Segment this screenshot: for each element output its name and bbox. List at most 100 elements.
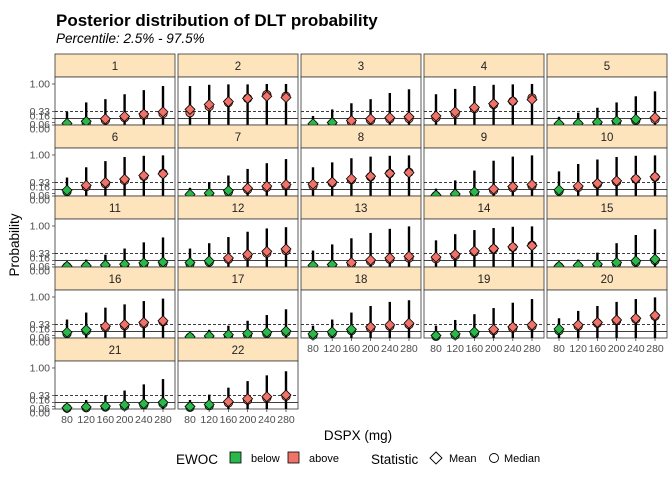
y-axis-title: Probability (7, 213, 22, 276)
panel-background (177, 289, 299, 339)
facet-strip-label: 19 (478, 274, 491, 286)
y-tick-label: 0.16 (30, 181, 51, 193)
mean-point (630, 312, 642, 324)
x-tick-label: 160 (97, 414, 115, 426)
mean-point (430, 110, 442, 122)
mean-point (507, 180, 519, 193)
x-tick-label: 200 (362, 343, 380, 355)
facet-strip-label: 8 (358, 132, 364, 144)
facet-panel-8: 8 (300, 124, 422, 197)
mean-point (553, 323, 565, 335)
facet-panel-6: 60.000.060.160.331.00 (30, 124, 176, 207)
mean-point (61, 402, 73, 414)
mean-point (326, 176, 338, 188)
mean-point (307, 178, 319, 190)
legend-median-circle (489, 453, 499, 463)
x-tick-label: 80 (430, 343, 442, 355)
mean-point (61, 184, 73, 196)
y-tick-label: 0.33 (30, 177, 51, 189)
x-tick-label: 280 (154, 414, 172, 426)
facet-strip-label: 18 (355, 274, 368, 286)
panel-background (546, 76, 668, 126)
mean-point (384, 112, 396, 124)
legend-label-above: above (309, 453, 339, 465)
panel-background (177, 76, 299, 126)
mean-point (157, 106, 169, 118)
panel-background (54, 76, 176, 126)
mean-point (119, 173, 131, 185)
mean-point (572, 180, 584, 192)
mean-point (280, 91, 292, 104)
legend-swatch-below (229, 451, 242, 464)
legend-mean-diamond (429, 451, 443, 465)
facet-panel-10: 10 (546, 124, 668, 197)
panel-background (300, 289, 422, 339)
facet-strip-label: 16 (109, 274, 122, 286)
mean-point (468, 101, 480, 113)
mean-point (507, 95, 519, 107)
y-tick-label: 0.00 (30, 408, 51, 420)
mean-point (157, 396, 169, 409)
facet-panel-4: 4 (423, 53, 545, 126)
x-axis-title: DSPX (mg) (324, 428, 392, 443)
y-tick-label: 0.16 (30, 110, 51, 122)
x-tick-label: 280 (400, 343, 418, 355)
facet-strip-label: 2 (235, 61, 241, 73)
facet-panel-7: 7 (177, 124, 299, 200)
y-tick-label: 0.16 (30, 394, 51, 406)
mean-point (488, 242, 500, 255)
x-tick-label: 120 (323, 343, 341, 355)
panel-background (300, 76, 422, 126)
panel-background (423, 218, 545, 268)
mean-point (430, 251, 442, 263)
x-tick-label: 160 (220, 414, 238, 426)
y-tick-label: 0.33 (30, 248, 51, 260)
y-tick-label: 0.16 (30, 323, 51, 335)
panel-background (546, 218, 668, 268)
mean-point (468, 326, 480, 338)
x-tick-label: 240 (627, 343, 645, 355)
chart-title: Posterior distribution of DLT probabilit… (56, 11, 378, 30)
mean-point (280, 389, 292, 401)
panel-background (54, 218, 176, 268)
x-tick-label: 280 (646, 343, 664, 355)
y-tick-label: 0.06 (30, 261, 51, 273)
mean-point (138, 316, 150, 328)
mean-point (403, 250, 415, 262)
y-tick-label: 0.33 (30, 319, 51, 331)
mean-point (630, 173, 642, 185)
legend-label-median: Median (504, 453, 540, 465)
y-tick-label: 0.33 (30, 106, 51, 118)
mean-point (99, 113, 111, 125)
x-tick-label: 200 (485, 343, 503, 355)
mean-point (261, 326, 273, 338)
mean-point (403, 167, 415, 179)
x-tick-label: 160 (343, 343, 361, 355)
panel-background (54, 147, 176, 197)
mean-point (449, 106, 461, 118)
legend-label-mean: Mean (449, 453, 477, 465)
facet-strip-label: 12 (232, 203, 245, 215)
mean-point (468, 245, 480, 257)
panel-background (177, 147, 299, 197)
mean-point (611, 314, 623, 326)
facet-panel-11: 110.000.060.160.331.00 (30, 195, 176, 278)
facet-panel-17: 17 (177, 266, 299, 343)
legend-swatch-above (287, 451, 300, 464)
facet-panel-12: 12 (177, 195, 299, 269)
mean-point (384, 167, 396, 180)
mean-point (157, 168, 169, 180)
y-tick-label: 1.00 (30, 78, 51, 90)
facet-strip-label: 7 (235, 132, 241, 144)
mean-point (345, 173, 357, 185)
mean-point (630, 255, 642, 267)
mean-point (138, 108, 150, 120)
y-tick-label: 1.00 (30, 291, 51, 303)
mean-point (403, 317, 415, 329)
x-tick-label: 160 (466, 343, 484, 355)
mean-point (261, 180, 273, 192)
mean-point (242, 393, 254, 405)
x-tick-label: 240 (504, 343, 522, 355)
mean-point (157, 315, 169, 327)
mean-point (507, 321, 519, 333)
